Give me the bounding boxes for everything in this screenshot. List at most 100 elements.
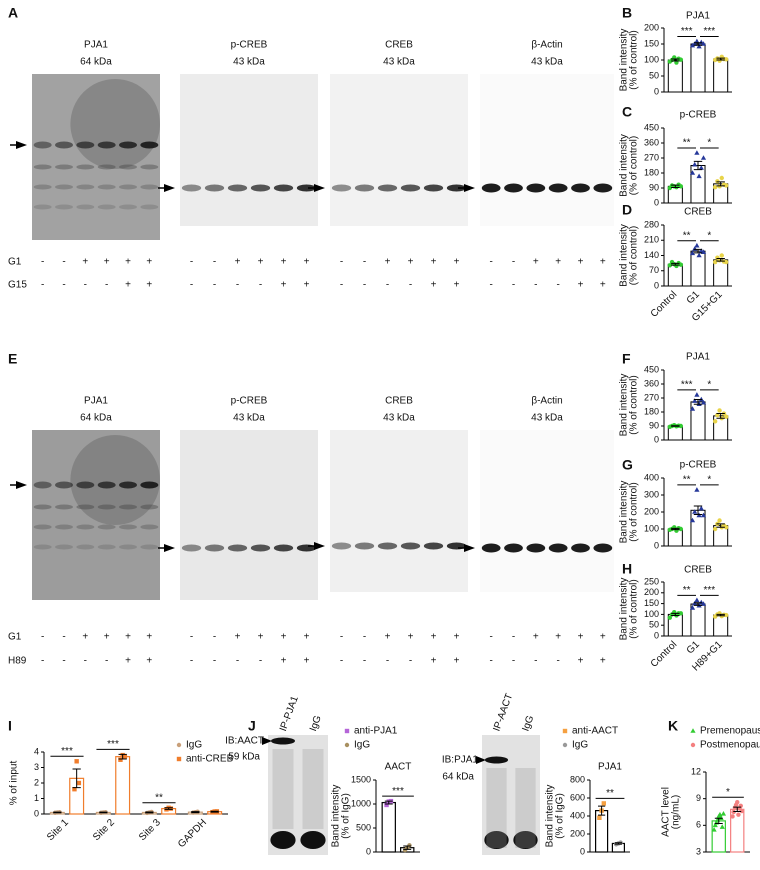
error-bar bbox=[716, 258, 725, 262]
data-point bbox=[694, 38, 700, 44]
treatment-sign: - bbox=[340, 280, 343, 291]
ip-probe: IB:AACT bbox=[225, 736, 264, 747]
blot bbox=[32, 430, 160, 600]
blot-band bbox=[271, 737, 295, 745]
chart-title: p-CREB bbox=[680, 110, 717, 121]
blot-band bbox=[97, 504, 116, 510]
legend-marker bbox=[344, 742, 350, 748]
panel-letter: A bbox=[8, 5, 18, 21]
error-bar bbox=[671, 262, 680, 266]
error-bar bbox=[716, 613, 725, 617]
y-axis-label: (% of control) bbox=[629, 30, 640, 89]
error-bar bbox=[714, 817, 723, 825]
treatment-label: H89 bbox=[8, 656, 27, 667]
treatment-sign: + bbox=[454, 280, 460, 291]
data-point bbox=[692, 161, 698, 167]
treatment-sign: + bbox=[146, 257, 152, 268]
blot bbox=[330, 430, 468, 592]
y-tick-label: 140 bbox=[644, 250, 659, 260]
significance-label: ** bbox=[606, 788, 614, 799]
data-point bbox=[700, 399, 707, 405]
treatment-sign: - bbox=[489, 656, 492, 667]
blot-band bbox=[270, 831, 296, 849]
treatment-sign: + bbox=[258, 632, 264, 643]
x-tick-label: Site 3 bbox=[137, 817, 163, 843]
panel-letter: J bbox=[248, 718, 256, 734]
treatment-sign: - bbox=[340, 656, 343, 667]
significance-label: *** bbox=[703, 585, 715, 596]
treatment-sign: + bbox=[578, 656, 584, 667]
y-tick-label: 180 bbox=[644, 406, 659, 416]
blot-band bbox=[484, 831, 509, 849]
data-point bbox=[694, 242, 700, 248]
y-axis-label: Band intensity bbox=[619, 374, 630, 437]
blot-size: 43 kDa bbox=[233, 413, 265, 424]
data-point bbox=[689, 170, 696, 175]
legend-label: IgG bbox=[354, 740, 370, 751]
blot-band bbox=[97, 544, 116, 550]
data-point bbox=[689, 406, 696, 411]
blot-band bbox=[331, 184, 352, 192]
data-point bbox=[407, 843, 412, 848]
chart-title: PJA1 bbox=[686, 352, 710, 363]
y-axis-label: (% of IgG) bbox=[341, 793, 352, 839]
data-point bbox=[694, 597, 700, 603]
error-bar bbox=[693, 160, 703, 171]
error-bar bbox=[716, 181, 725, 187]
y-tick-label: 800 bbox=[570, 774, 585, 784]
data-point bbox=[118, 757, 123, 762]
y-axis-label: Band intensity bbox=[545, 785, 556, 848]
error-bar bbox=[614, 842, 622, 845]
chart-title: AACT bbox=[385, 762, 412, 773]
error-bar bbox=[693, 248, 703, 254]
blot-band bbox=[76, 204, 95, 210]
data-point bbox=[694, 487, 700, 492]
treatment-sign: - bbox=[41, 632, 44, 643]
x-tick-label: G1 bbox=[685, 289, 703, 307]
data-point bbox=[678, 262, 684, 267]
treatment-sign: - bbox=[62, 656, 65, 667]
data-point bbox=[712, 822, 718, 828]
treatment-sign: - bbox=[386, 656, 389, 667]
panel-letter: D bbox=[622, 202, 632, 218]
treatment-sign: - bbox=[512, 280, 515, 291]
error-bar bbox=[671, 527, 680, 531]
significance-label: ** bbox=[683, 475, 691, 486]
blot-band bbox=[119, 544, 137, 550]
data-point bbox=[601, 801, 606, 806]
blot bbox=[32, 74, 160, 240]
blot-band bbox=[227, 544, 248, 552]
treatment-sign: - bbox=[259, 656, 262, 667]
x-tick-label: Site 2 bbox=[91, 817, 117, 843]
ip-size: 64 kDa bbox=[442, 772, 474, 783]
panel-letter: K bbox=[668, 718, 678, 734]
blot-band bbox=[55, 504, 73, 510]
blot-band bbox=[97, 481, 116, 489]
legend-label: Premenopause bbox=[700, 726, 760, 737]
y-tick-label: 1000 bbox=[351, 798, 371, 808]
blot-size: 43 kDa bbox=[383, 413, 415, 424]
treatment-sign: + bbox=[104, 632, 110, 643]
data-point bbox=[678, 526, 684, 532]
legend-marker bbox=[344, 728, 350, 734]
panel-letter: F bbox=[622, 351, 631, 367]
blot-band bbox=[140, 481, 159, 489]
blot-band bbox=[76, 524, 95, 530]
data-point bbox=[692, 509, 698, 514]
data-point bbox=[700, 601, 707, 606]
error-bar bbox=[598, 805, 606, 816]
legend-marker bbox=[690, 728, 696, 733]
blot-size: 64 kDa bbox=[80, 413, 112, 424]
data-point bbox=[698, 165, 704, 170]
data-point bbox=[689, 250, 696, 256]
blot-band bbox=[97, 164, 116, 170]
legend-marker bbox=[690, 742, 696, 748]
treatment-sign: - bbox=[512, 656, 515, 667]
legend-marker bbox=[562, 742, 568, 748]
blot-band bbox=[33, 184, 52, 190]
data-point bbox=[719, 253, 724, 258]
blot-size: 43 kDa bbox=[383, 57, 415, 68]
blot-band bbox=[33, 504, 52, 510]
treatment-sign: + bbox=[454, 632, 460, 643]
legend-label: anti-PJA1 bbox=[354, 726, 398, 737]
